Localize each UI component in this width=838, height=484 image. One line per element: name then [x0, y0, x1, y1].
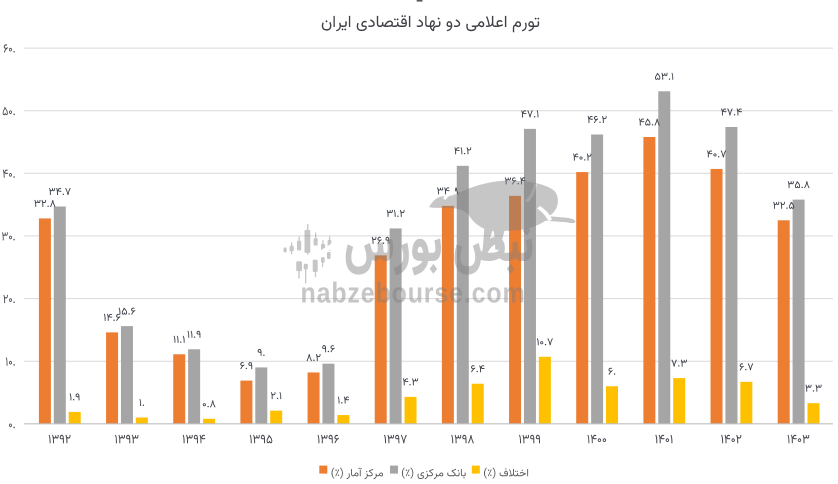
- svg-text:nabzebourse.com: nabzebourse.com: [301, 278, 526, 310]
